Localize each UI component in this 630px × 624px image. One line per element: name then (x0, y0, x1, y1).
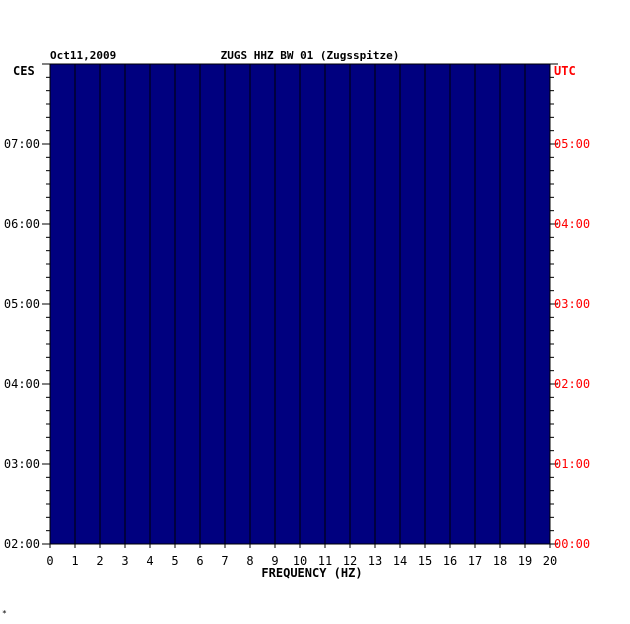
right-time-axis: 00:00 01:00 02:00 03:00 04:00 05:00 (550, 63, 590, 551)
left-time-tick: 06:00 (4, 217, 40, 231)
frequency-axis: 0 1 2 3 4 5 6 7 8 9 10 11 12 13 14 15 16 17 18 19 20 (46, 544, 557, 568)
frequency-tick: 5 (171, 554, 178, 568)
right-timezone-label: UTC (554, 64, 576, 78)
frequency-tick: 19 (518, 554, 532, 568)
frequency-tick: 14 (393, 554, 407, 568)
frequency-tick: 2 (96, 554, 103, 568)
date-label: Oct11,2009 (50, 49, 116, 62)
frequency-tick: 0 (46, 554, 53, 568)
right-time-tick: 01:00 (554, 457, 590, 471)
frequency-tick: 4 (146, 554, 153, 568)
x-axis-label: FREQUENCY (HZ) (261, 566, 362, 580)
frequency-tick: 18 (493, 554, 507, 568)
frequency-tick: 15 (418, 554, 432, 568)
frequency-tick: 6 (196, 554, 203, 568)
left-time-tick: 02:00 (4, 537, 40, 551)
right-time-tick: 05:00 (554, 137, 590, 151)
frequency-tick: 8 (246, 554, 253, 568)
frequency-tick: 16 (443, 554, 457, 568)
frequency-tick: 20 (543, 554, 557, 568)
left-time-tick: 03:00 (4, 457, 40, 471)
frequency-tick: 1 (71, 554, 78, 568)
left-time-tick: 04:00 (4, 377, 40, 391)
right-time-tick: 03:00 (554, 297, 590, 311)
left-time-tick: 07:00 (4, 137, 40, 151)
frequency-tick: 13 (368, 554, 382, 568)
frequency-tick: 9 (271, 554, 278, 568)
frequency-tick: 17 (468, 554, 482, 568)
left-time-axis: 02:00 03:00 04:00 05:00 06:00 07:00 (4, 63, 50, 551)
frequency-tick: 3 (121, 554, 128, 568)
frequency-tick: 7 (221, 554, 228, 568)
footer-mark: * (2, 609, 7, 618)
frequency-gridlines (74, 64, 526, 544)
frequency-tick: 10 (293, 554, 307, 568)
right-time-tick: 02:00 (554, 377, 590, 391)
left-timezone-label: CES (13, 64, 35, 78)
frequency-tick: 11 (318, 554, 332, 568)
station-title: ZUGS HHZ BW 01 (Zugsspitze) (221, 49, 400, 62)
right-time-tick: 00:00 (554, 537, 590, 551)
frequency-tick: 12 (343, 554, 357, 568)
left-time-tick: 05:00 (4, 297, 40, 311)
right-time-tick: 04:00 (554, 217, 590, 231)
